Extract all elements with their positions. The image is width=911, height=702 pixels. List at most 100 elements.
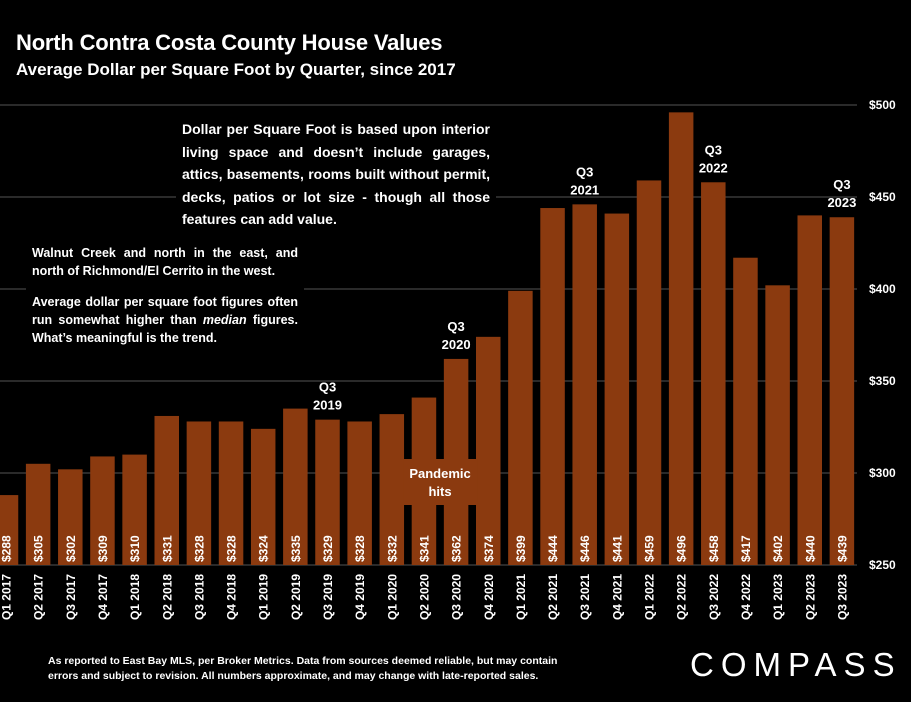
annotation-label: Q3 [576,164,593,179]
bar [347,421,372,565]
bar [186,421,212,565]
bar-value-label: $310 [128,535,142,562]
bar-value-label: $458 [707,535,721,562]
average-note-em: median [202,313,247,327]
annotation-label: 2020 [442,337,471,352]
x-tick-label: Q1 2020 [385,574,399,620]
bar-value-label: $439 [835,535,849,562]
x-tick-label: Q4 2020 [482,574,496,620]
bar-value-label: $328 [192,535,206,562]
bar-value-label: $446 [578,535,592,562]
x-tick-label: Q2 2019 [289,574,303,620]
x-tick-label: Q3 2018 [192,574,206,620]
definition-note: Dollar per Square Foot is based upon int… [176,116,496,233]
bar-value-label: $328 [225,535,239,562]
x-tick-label: Q3 2019 [321,574,335,620]
x-tick-label: Q1 2022 [643,574,657,620]
bar [701,182,726,565]
annotation-label: 2021 [570,182,599,197]
annotation-label: Q3 [705,142,722,157]
x-tick-label: Q2 2023 [803,574,817,620]
geography-note: Walnut Creek and north in the east, and … [26,242,304,349]
x-tick-label: Q1 2017 [0,574,14,620]
bar [540,208,565,566]
x-tick-label: Q3 2020 [450,574,464,620]
bar [379,414,405,565]
bar [765,285,790,565]
average-note-pre: Average dollar per square foot figures o… [32,295,298,327]
annotation-label: Q3 [833,177,850,192]
bar [25,463,51,565]
bar-value-label: $441 [610,535,624,562]
x-tick-label: Q3 2021 [578,574,592,620]
x-tick-label: Q1 2023 [771,574,785,620]
bar-value-label: $444 [546,535,560,562]
bar-value-label: $288 [0,535,14,562]
y-tick-label: $400 [869,282,896,296]
bar-value-label: $331 [160,535,174,562]
bar-value-label: $341 [417,535,431,562]
bar [122,454,147,565]
bar-value-label: $328 [353,535,367,562]
bar-value-label: $324 [257,535,271,562]
average-note-post: figures. What’s meaningful is the trend. [32,313,298,345]
bar [218,421,244,565]
bar [58,469,83,565]
bar [733,257,758,565]
bar-value-label: $496 [675,535,689,562]
x-tick-label: Q4 2021 [610,574,624,620]
x-tick-label: Q4 2018 [225,574,239,620]
x-tick-label: Q2 2017 [32,574,46,620]
annotation-label: 2023 [827,195,856,210]
bar-value-label: $459 [643,535,657,562]
y-tick-label: $350 [869,374,896,388]
bar [315,419,340,565]
bar-value-label: $329 [321,535,335,562]
x-tick-label: Q3 2023 [835,574,849,620]
bar [283,408,308,565]
y-tick-label: $300 [869,466,896,480]
chart-title: North Contra Costa County House Values [16,30,443,55]
bar-value-label: $362 [450,535,464,562]
bar [508,290,533,565]
bar-value-label: $417 [739,535,753,562]
footnote-line-2: errors and subject to revision. All numb… [48,670,539,682]
bar [476,336,501,565]
x-tick-label: Q3 2017 [64,574,78,620]
x-tick-label: Q1 2019 [257,574,271,620]
bar [797,215,822,565]
annotation-label: Pandemic [409,466,470,481]
bar [636,180,662,565]
source-footnote: As reported to East Bay MLS, per Broker … [48,654,557,684]
bar [668,112,694,566]
average-note: Average dollar per square foot figures o… [32,293,298,347]
x-tick-label: Q1 2021 [514,574,528,620]
bar [250,428,276,565]
bar [829,217,855,566]
bar-value-label: $335 [289,535,303,562]
annotation-label: 2019 [313,398,342,413]
bar-value-label: $402 [771,535,785,562]
bar-value-label: $302 [64,535,78,562]
bar-value-label: $332 [385,535,399,562]
x-tick-label: Q4 2019 [353,574,367,620]
x-tick-label: Q4 2017 [96,574,110,620]
y-tick-label: $450 [869,190,896,204]
bar [154,415,179,565]
bar [0,495,19,565]
bar-value-label: $399 [514,535,528,562]
x-tick-label: Q2 2021 [546,574,560,620]
bar [90,456,115,565]
annotation-box [403,459,478,505]
x-tick-label: Q2 2020 [417,574,431,620]
x-tick-label: Q1 2018 [128,574,142,620]
x-tick-label: Q3 2022 [707,574,721,620]
annotation-label: 2022 [699,160,728,175]
chart-subtitle: Average Dollar per Square Foot by Quarte… [16,60,456,79]
footnote-line-1: As reported to East Bay MLS, per Broker … [48,655,558,667]
x-tick-label: Q2 2018 [160,574,174,620]
annotation-label: hits [428,484,451,499]
x-tick-label: Q2 2022 [675,574,689,620]
bar [572,204,597,566]
